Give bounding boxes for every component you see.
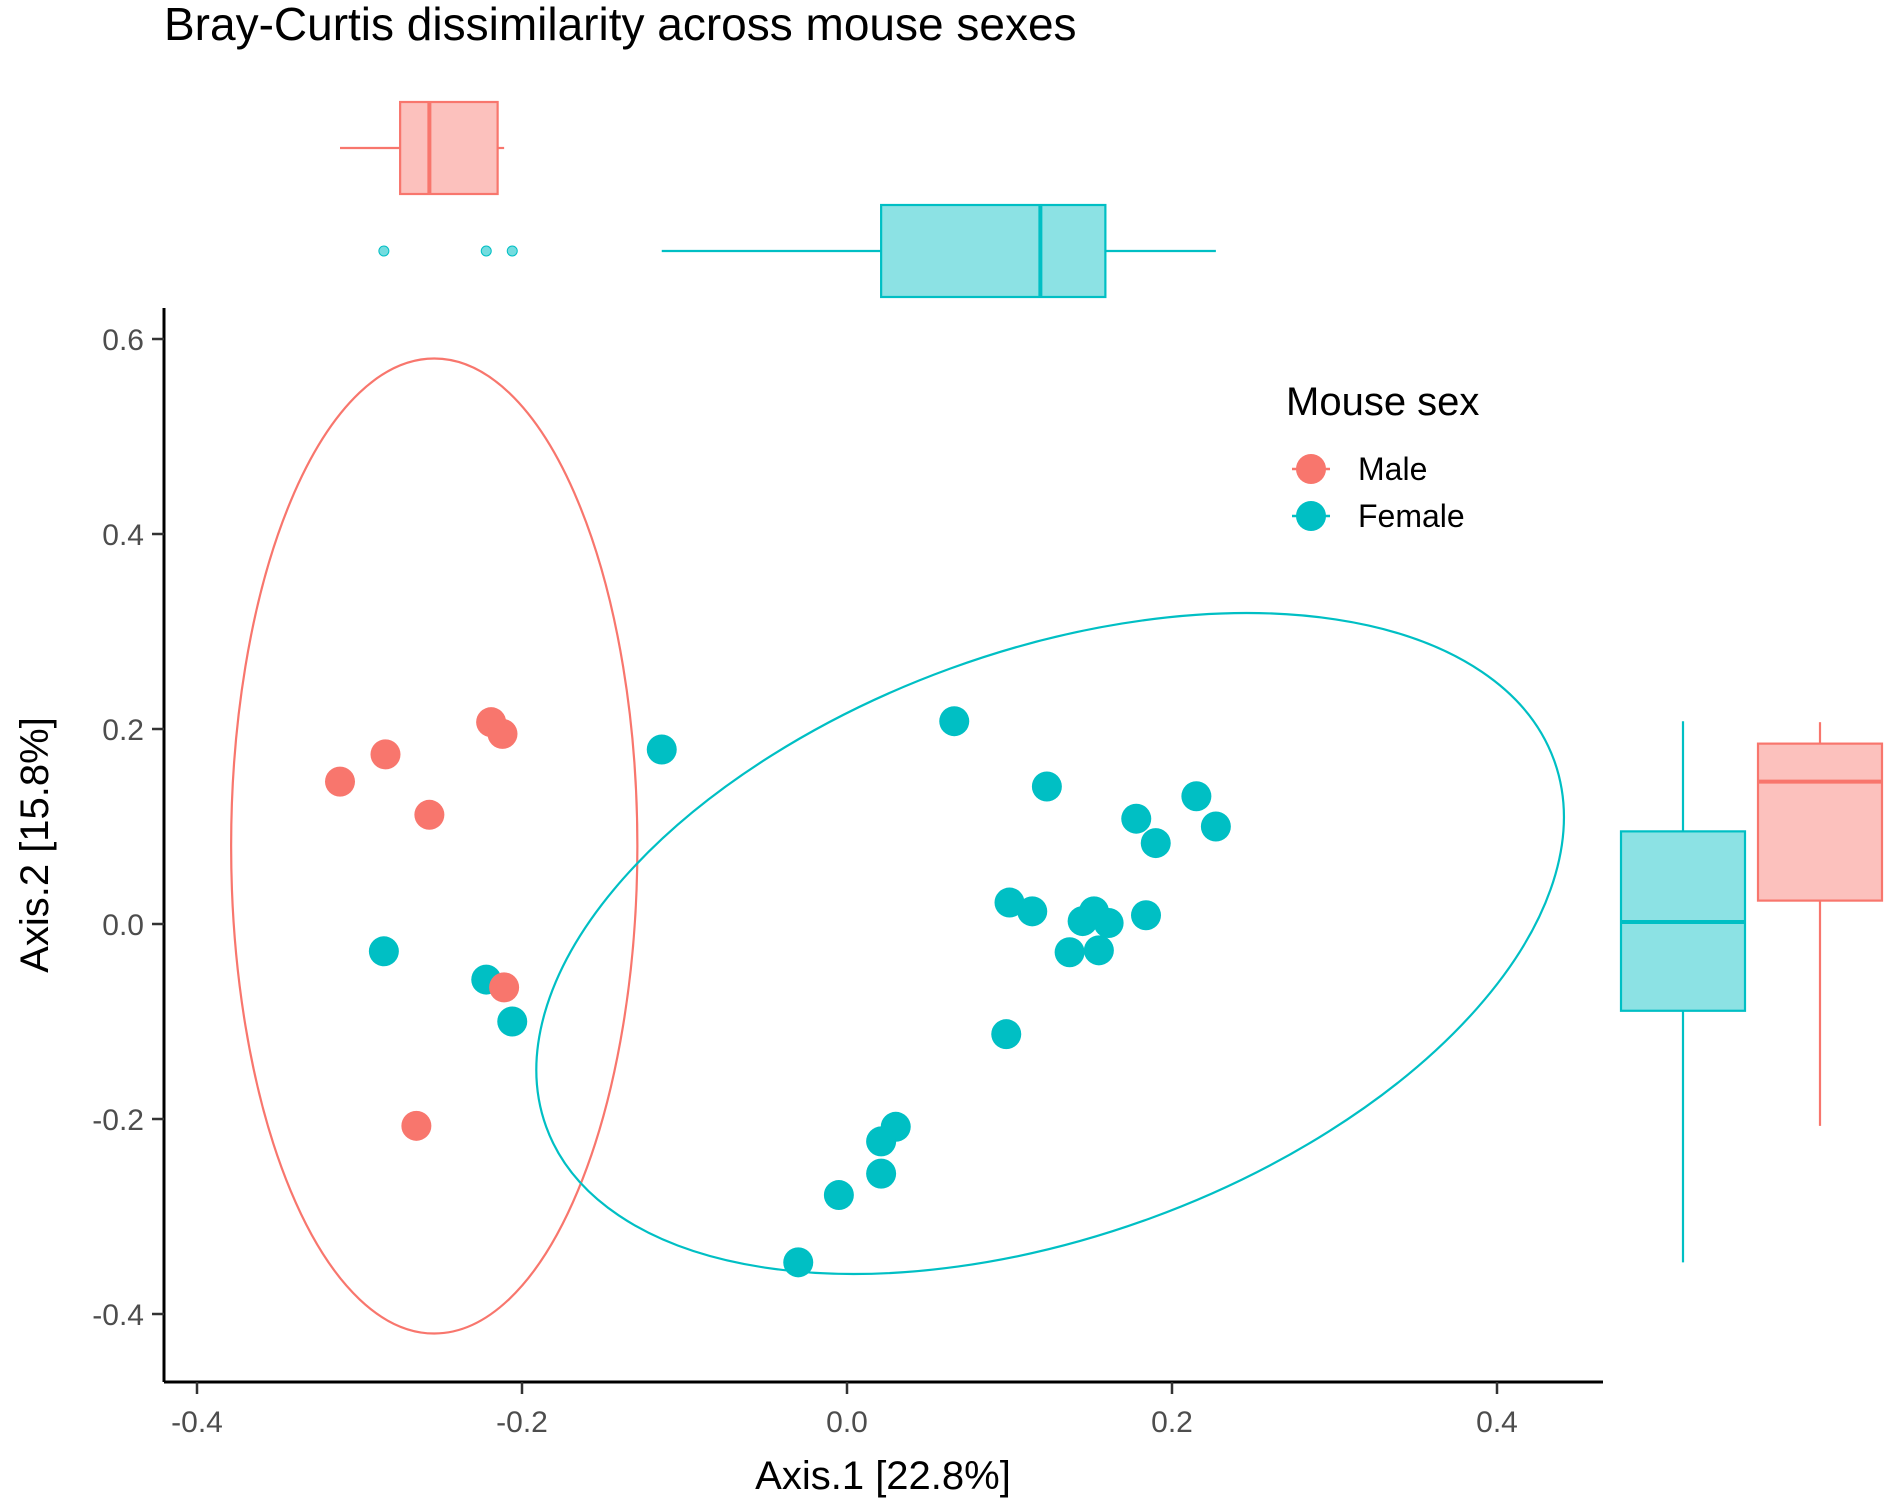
point-female	[1181, 781, 1212, 812]
outlier-point	[378, 245, 390, 257]
point-female	[1140, 828, 1171, 859]
y-boxplot-female	[1619, 721, 1747, 1263]
x-boxplot-male	[340, 100, 505, 196]
y-axis-ticks: -0.4 -0.2 0.0 0.2 0.4 0.6	[92, 324, 164, 1332]
y-tick-label: -0.4	[92, 1299, 144, 1332]
iqr-box	[1756, 742, 1884, 902]
x-tick-label: 0.0	[826, 1406, 868, 1439]
point-female	[991, 1019, 1022, 1050]
point-female	[1067, 906, 1098, 937]
point-female	[646, 734, 677, 765]
point-male	[401, 1110, 432, 1141]
legend-key-dot	[1296, 501, 1326, 531]
point-male	[487, 718, 518, 749]
ellipse-female	[535, 611, 1565, 1276]
confidence-ellipses	[230, 357, 1565, 1335]
x-marginal-boxplots	[340, 100, 1216, 299]
scatter-points	[325, 706, 1231, 1278]
legend-label: Male	[1358, 451, 1427, 487]
point-female	[1031, 771, 1062, 802]
point-female	[866, 1126, 897, 1157]
point-female	[497, 1006, 528, 1037]
x-tick-label: 0.2	[1151, 1406, 1193, 1439]
y-tick-label: 0.2	[102, 714, 144, 747]
y-tick-label: 0.4	[102, 519, 144, 552]
point-female	[994, 887, 1025, 918]
point-female	[1054, 937, 1085, 968]
point-female	[1131, 900, 1161, 931]
x-boxplot-female	[378, 203, 1216, 299]
y-axis-title: Axis.2 [15.8%]	[13, 717, 57, 973]
y-tick-label: -0.2	[92, 1104, 144, 1137]
point-female	[783, 1247, 814, 1278]
y-boxplot-male	[1756, 722, 1884, 1126]
legend-item-female: Female	[1292, 498, 1465, 534]
point-female	[368, 936, 399, 967]
outlier-point	[506, 245, 518, 257]
y-marginal-boxplots	[1619, 721, 1884, 1263]
point-female	[939, 706, 970, 737]
point-female	[1121, 803, 1152, 834]
y-tick-label: 0.0	[102, 909, 144, 942]
legend-item-male: Male	[1292, 451, 1427, 487]
x-axis-ticks: -0.4 -0.2 0.0 0.2 0.4	[171, 1382, 1518, 1439]
iqr-box	[399, 100, 499, 196]
legend-title: Mouse sex	[1286, 380, 1479, 424]
point-male	[325, 766, 355, 797]
x-axis-title: Axis.1 [22.8%]	[755, 1454, 1011, 1498]
y-tick-label: 0.6	[102, 324, 144, 357]
ellipse-male	[230, 357, 639, 1335]
point-female	[1093, 908, 1124, 939]
point-female	[1083, 935, 1114, 966]
legend-label: Female	[1358, 498, 1465, 534]
point-female	[866, 1158, 897, 1189]
x-tick-label: -0.4	[171, 1406, 223, 1439]
point-male	[489, 972, 520, 1003]
point-male	[370, 739, 401, 770]
point-female	[823, 1180, 854, 1211]
point-male	[414, 799, 445, 830]
x-tick-label: 0.4	[1476, 1406, 1518, 1439]
chart-title: Bray-Curtis dissimilarity across mouse s…	[164, 0, 1077, 50]
point-female	[1017, 896, 1048, 927]
iqr-box	[880, 203, 1107, 299]
legend: Mouse sex Male Female	[1286, 380, 1479, 534]
point-female	[1200, 811, 1231, 842]
outlier-point	[480, 245, 492, 257]
legend-key-dot	[1296, 454, 1326, 484]
x-tick-label: -0.2	[496, 1406, 548, 1439]
